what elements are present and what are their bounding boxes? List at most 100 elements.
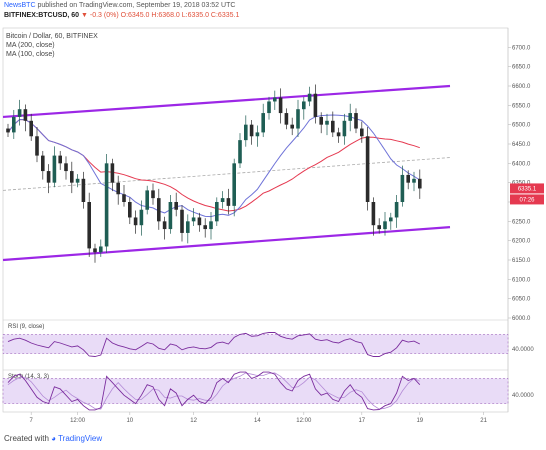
x-tick-label: 12:00 [70, 418, 86, 424]
rsi-tick-label: 40.0000 [512, 347, 534, 353]
legend-ma200[interactable]: MA (200, close) [6, 42, 55, 49]
candle-body [348, 113, 352, 121]
footer: Created with ◕ TradingView [4, 434, 102, 443]
candle-body [249, 124, 254, 137]
channel-lower-line [2, 226, 451, 262]
candle-body [23, 109, 28, 121]
candle-body [232, 163, 236, 206]
publish-line: published on TradingView.com, September … [37, 2, 236, 9]
ma200-line [7, 118, 420, 212]
candle-body [197, 217, 202, 226]
candle-body [75, 178, 80, 183]
author-name[interactable]: NewsBTC [4, 2, 36, 9]
y-tick-label: 6250.0 [512, 219, 531, 225]
candle-body [209, 221, 213, 230]
tradingview-brand[interactable]: TradingView [58, 434, 103, 443]
candle-body [336, 132, 341, 137]
candle-body [365, 136, 370, 202]
y-tick-label: 6600.0 [512, 84, 531, 90]
candle-body [180, 209, 184, 233]
candle-body [255, 132, 260, 137]
symbol-label: BITFINEX:BTCUSD, 60 [4, 12, 80, 19]
candle-body [203, 225, 207, 230]
candle-body [29, 120, 33, 137]
candle-body [133, 217, 138, 226]
stoch-title: Stoch (14, 3, 3) [8, 374, 49, 380]
ma100-line [7, 114, 421, 218]
last-price-label: 6335.1 [518, 186, 537, 192]
candle-body [238, 140, 242, 164]
candle-body [377, 225, 381, 230]
chart-legend: Bitcoin / Dollar, 60, BITFINEX MA (200, … [6, 32, 98, 59]
candle-body [244, 124, 248, 141]
y-tick-label: 6650.0 [512, 65, 531, 71]
tradingview-logo[interactable]: ◕ [51, 434, 56, 443]
candle-body [116, 182, 120, 195]
candle-body [174, 202, 178, 210]
candle-body [215, 202, 219, 222]
candle-body [58, 155, 62, 164]
candle-body [46, 171, 51, 183]
y-tick-label: 6500.0 [512, 123, 531, 129]
candle-body [267, 101, 271, 114]
candle-body [220, 198, 225, 202]
x-tick-label: 12 [190, 418, 197, 424]
candle-body [342, 120, 347, 137]
candle-body [35, 136, 39, 156]
candle-body [81, 178, 86, 202]
candle-body [354, 113, 358, 129]
candle-body [406, 174, 410, 183]
y-tick-label: 6450.0 [512, 142, 531, 148]
candle-body [17, 109, 22, 117]
candle-body [145, 190, 149, 210]
candle-body [70, 171, 74, 183]
candle-body [389, 217, 393, 222]
y-tick-label: 6400.0 [512, 161, 531, 167]
candle-body [412, 178, 416, 183]
candle-body [319, 116, 323, 125]
candle-body [186, 221, 190, 233]
candle-body [261, 113, 265, 133]
price-change: ▼ -0.3 (0%) [81, 12, 119, 19]
candle-body [52, 155, 57, 183]
legend-ma100[interactable]: MA (100, close) [6, 51, 55, 58]
candle-body [93, 248, 97, 253]
plot-frame [2, 27, 509, 413]
x-tick-label: 17 [358, 418, 365, 424]
y-tick-label: 6200.0 [512, 239, 531, 245]
candle-body [110, 163, 115, 183]
candle-body [64, 163, 68, 172]
candle-body [122, 194, 126, 202]
last-price-tag [510, 183, 544, 194]
rsi-title: RSI (9, close) [8, 324, 44, 330]
y-tick-label: 6700.0 [512, 45, 531, 51]
candle-body [418, 178, 422, 189]
candle-body [325, 120, 329, 125]
ohlc-values: O:6345.0 H:6368.0 L:6335.0 C:6335.1 [120, 12, 240, 19]
x-tick-label: 12:00 [296, 418, 312, 424]
candle-body [313, 93, 318, 117]
legend-title: Bitcoin / Dollar, 60, BITFINEX [6, 33, 98, 40]
candle-body [41, 155, 45, 172]
x-tick-label: 10 [126, 418, 133, 424]
x-tick-label: 7 [30, 418, 34, 424]
candle-body [302, 101, 306, 110]
candle-body [371, 202, 376, 226]
candle-body [290, 124, 294, 129]
x-tick-label: 14 [254, 418, 261, 424]
symbol-info: BITFINEX:BTCUSD, 60 ▼ -0.3 (0%) O:6345.0… [4, 12, 239, 19]
stoch-tick-label: 40.0000 [512, 393, 534, 399]
y-tick-label: 6050.0 [512, 297, 531, 303]
stoch-band [2, 378, 509, 404]
candle-body [162, 221, 167, 230]
x-tick-label: 19 [416, 418, 423, 424]
candle-body [104, 163, 109, 247]
candle-body [191, 217, 196, 222]
y-tick-label: 6100.0 [512, 277, 531, 283]
candle-body [296, 109, 300, 129]
y-tick-label: 6150.0 [512, 258, 531, 264]
candle-body [273, 97, 277, 102]
created-with-label: Created with [4, 434, 49, 443]
candle-body [278, 97, 283, 114]
